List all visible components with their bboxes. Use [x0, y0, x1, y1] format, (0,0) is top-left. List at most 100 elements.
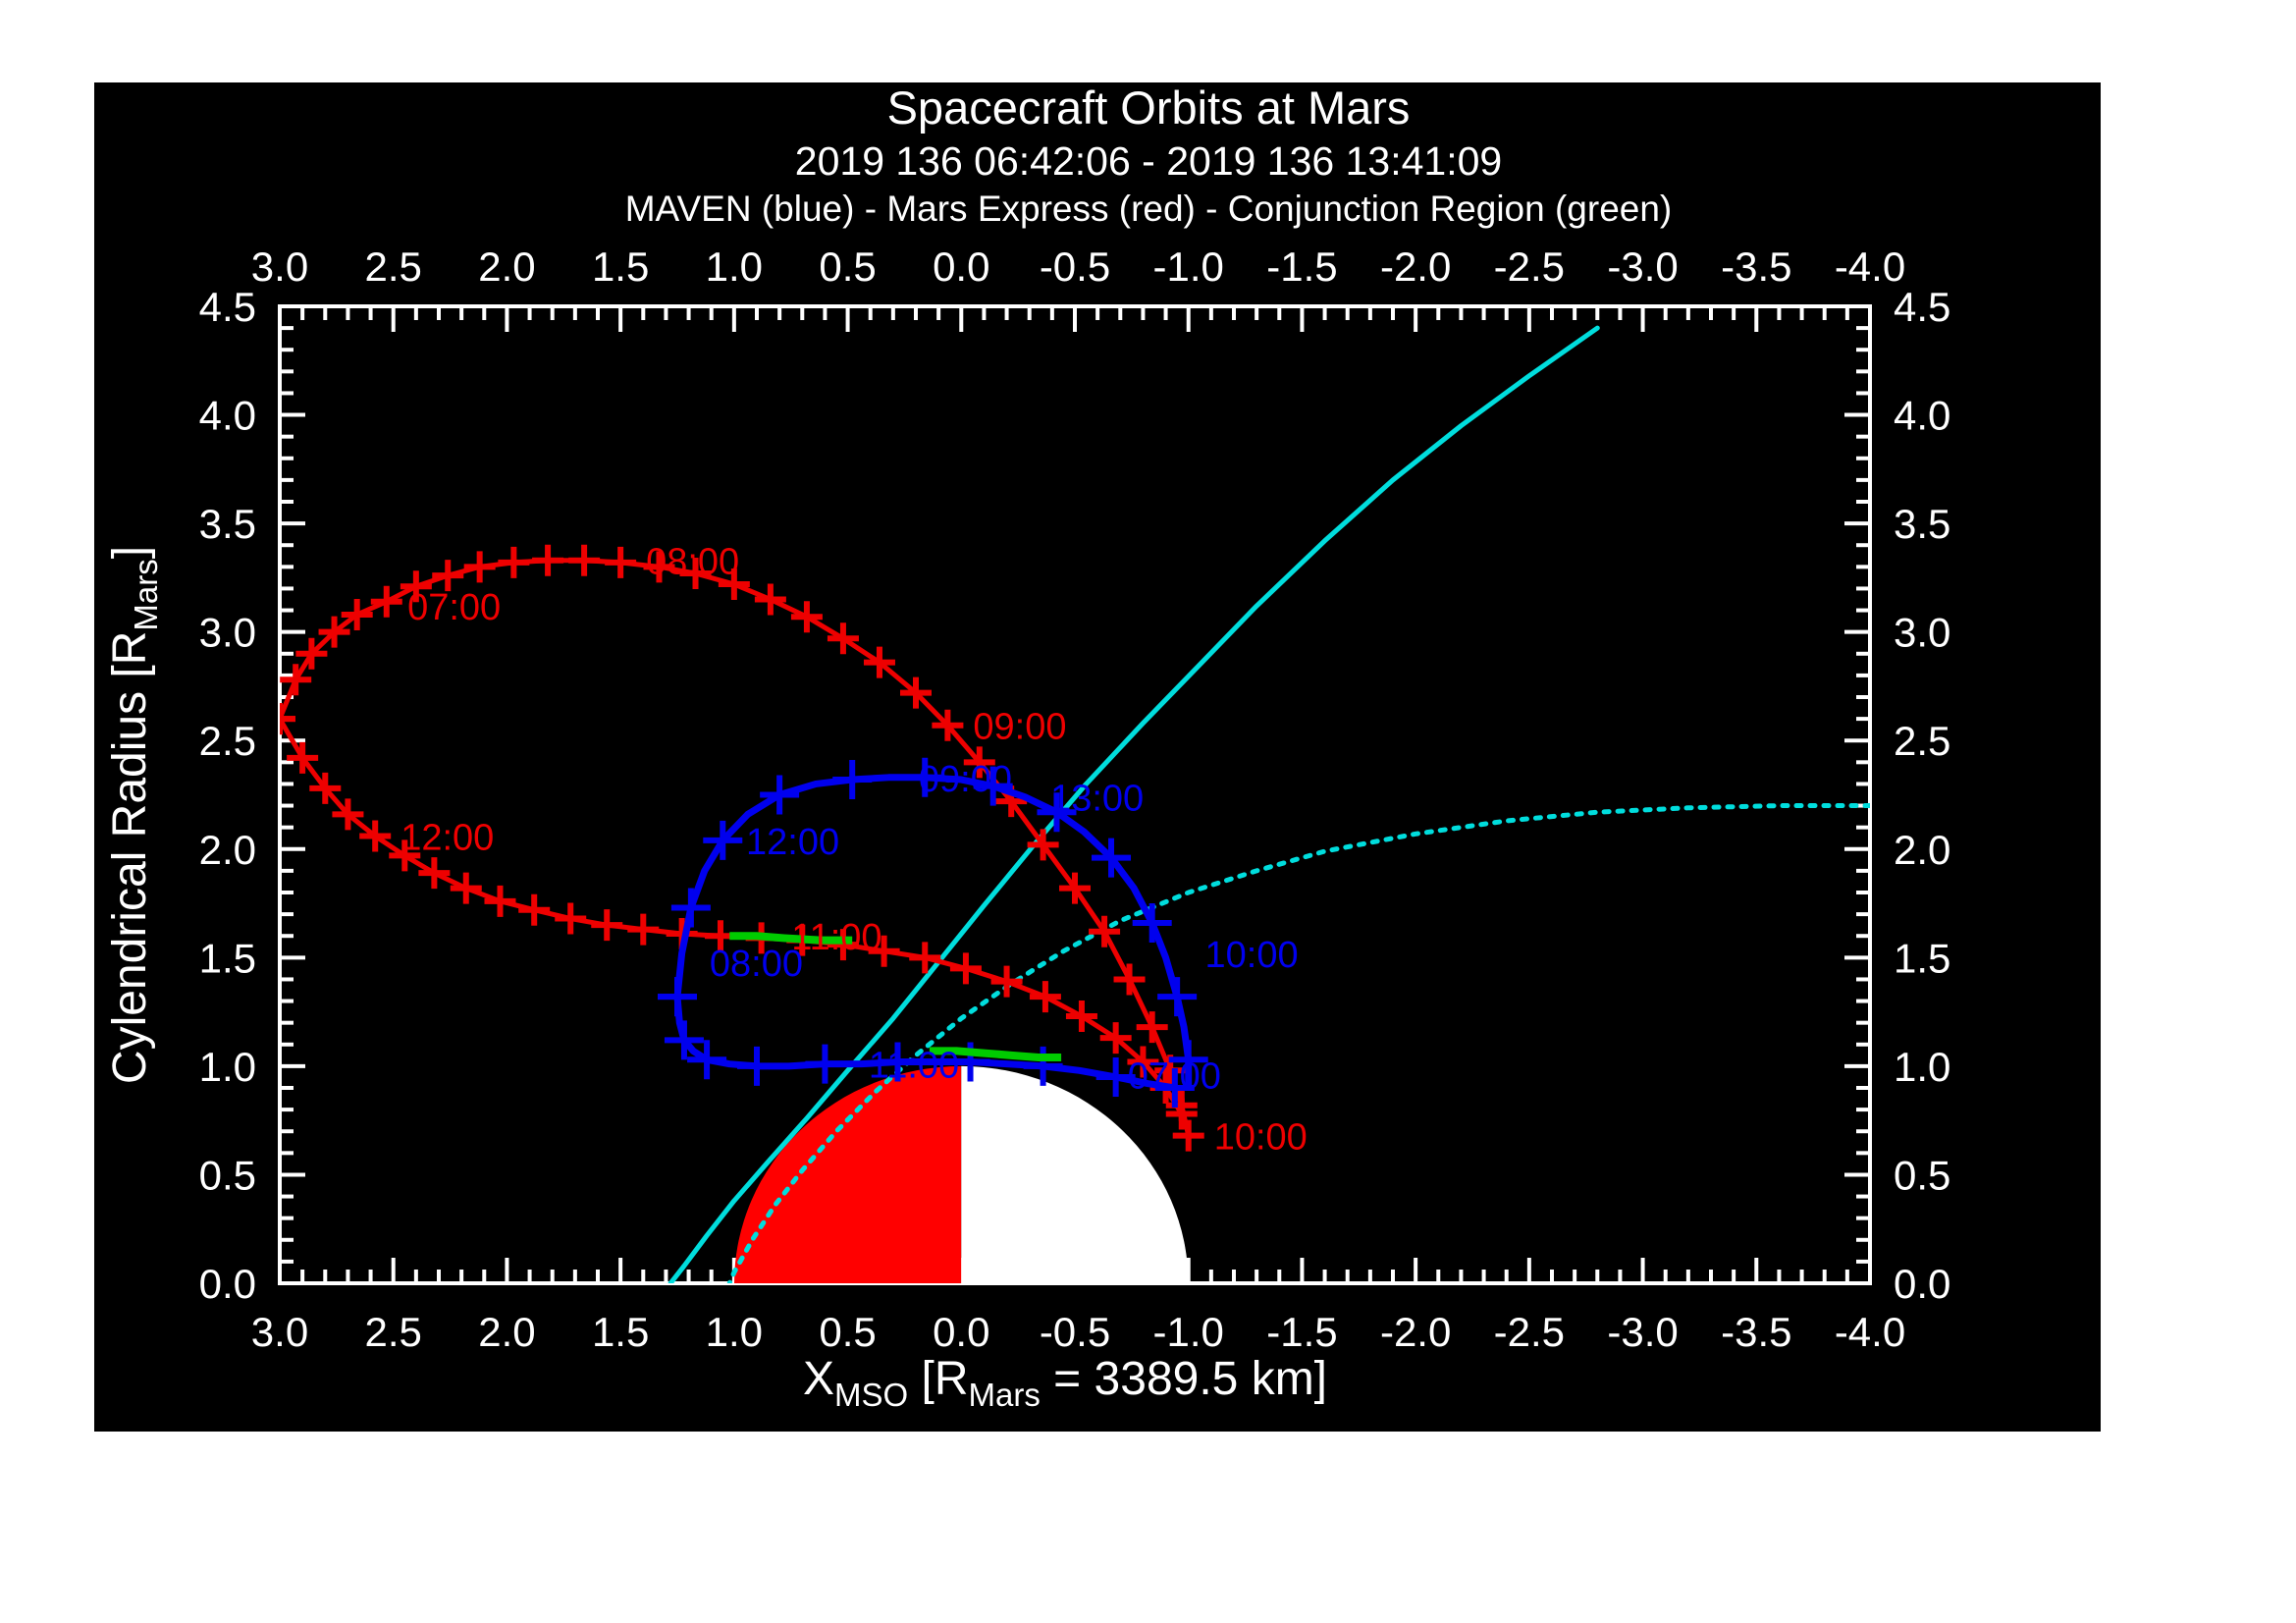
x-axis-tick-label: 2.0	[478, 1309, 535, 1355]
mars-express-track-2	[280, 717, 1184, 1115]
mars-dayside-half	[734, 1065, 962, 1283]
x-axis-tick-label: -4.0	[1835, 1309, 1905, 1355]
mars-express-hour-label: 08:00	[646, 542, 739, 583]
data-point-marker	[737, 1046, 776, 1086]
x-axis-tick-label: -1.0	[1153, 1309, 1224, 1355]
data-point-marker	[280, 703, 295, 735]
data-point-marker	[1027, 829, 1059, 861]
maven-hour-label: 13:00	[1050, 779, 1144, 820]
maven-orbit	[658, 757, 1208, 1108]
x-axis-tick-label-top: 3.0	[251, 243, 308, 290]
data-point-marker	[664, 1020, 704, 1060]
data-point-marker	[463, 551, 496, 583]
data-point-marker	[1059, 872, 1091, 904]
data-series-group	[280, 325, 1870, 1283]
data-point-marker	[905, 757, 945, 797]
mars-express-hour-label: 10:00	[1214, 1117, 1308, 1159]
data-point-marker	[400, 570, 432, 603]
data-point-marker	[341, 598, 373, 630]
y-axis-tick-label-right: 3.5	[1894, 501, 1950, 547]
y-axis-tick-label-right: 2.5	[1894, 718, 1950, 764]
x-axis-tick-label: -3.0	[1607, 1309, 1678, 1355]
y-axis-tick-label: 3.0	[199, 610, 256, 656]
plot-subtitle-timerange: 2019 136 06:42:06 - 2019 136 13:41:09	[795, 138, 1502, 184]
data-point-marker	[1023, 1046, 1063, 1086]
y-axis-tick-label: 4.0	[199, 393, 256, 439]
data-point-marker	[370, 585, 402, 618]
maven-hour-label: 07:00	[1128, 1056, 1221, 1098]
maven-hour-label: 11:00	[869, 1046, 959, 1087]
x-axis-tick-label-top: -1.5	[1266, 243, 1337, 290]
x-axis-tick-label: 0.0	[933, 1309, 989, 1355]
x-axis-tick-label: -0.5	[1040, 1309, 1110, 1355]
x-axis-title-unit: [R	[922, 1353, 969, 1405]
x-axis-tick-label: 1.5	[592, 1309, 649, 1355]
y-axis-title: Cylendrical Radius [RMars]	[104, 546, 164, 1084]
x-axis-tick-label-top: -3.0	[1607, 243, 1678, 290]
data-point-marker	[1154, 1068, 1195, 1108]
data-point-marker	[1165, 1098, 1198, 1130]
x-axis-tick-label-top: 2.5	[365, 243, 422, 290]
mars-express-hour-label: 12:00	[400, 818, 494, 859]
x-axis-title-main: X	[803, 1353, 834, 1405]
data-point-marker	[1065, 1001, 1097, 1033]
x-axis-tick-label-top: -1.0	[1153, 243, 1224, 290]
y-axis-tick-label-right: 0.5	[1894, 1152, 1950, 1198]
data-point-marker	[900, 676, 932, 709]
data-point-marker	[518, 893, 551, 926]
axis-tick-label-group: 3.0 3.0 2.5 2.5 2.0 2.0 1.5 1.5 1.0 1.0 0.5 0.5 0.0 0…	[199, 243, 1951, 1355]
y-axis-tick-label: 3.5	[199, 501, 256, 547]
data-point-marker	[332, 798, 364, 831]
data-point-marker	[658, 977, 697, 1017]
data-point-marker	[1168, 1040, 1208, 1080]
data-point-marker	[679, 557, 712, 589]
data-point-marker	[568, 544, 601, 576]
data-point-marker	[909, 942, 941, 974]
mars-express-hour-label: 07:00	[407, 587, 501, 628]
data-point-marker	[450, 872, 482, 904]
y-axis-tick-label-right: 4.0	[1894, 393, 1950, 439]
data-point-marker	[359, 820, 392, 852]
data-point-marker	[1113, 963, 1146, 996]
data-point-marker	[832, 760, 873, 800]
bow-shock-curve-path	[667, 325, 1600, 1283]
x-axis-tick-label: -2.0	[1380, 1309, 1451, 1355]
data-point-marker	[389, 839, 421, 872]
plot-legend-line: MAVEN (blue) - Mars Express (red) - Conj…	[625, 189, 1673, 229]
y-axis-tick-label: 0.5	[199, 1152, 256, 1198]
y-axis-tick-label: 1.5	[199, 935, 256, 981]
maven-track-2	[673, 996, 1176, 1092]
data-point-marker	[805, 1044, 845, 1084]
mars-express-hour-label: 09:00	[973, 707, 1066, 748]
data-point-marker	[878, 1042, 918, 1082]
data-point-marker	[484, 885, 516, 917]
data-point-marker	[760, 775, 800, 815]
y-axis-tick-label-right: 2.0	[1894, 827, 1950, 873]
y-axis-tick-label: 2.0	[199, 827, 256, 873]
data-point-marker	[309, 772, 342, 804]
maven-hour-label: 12:00	[746, 822, 839, 863]
x-axis-tick-label: 1.0	[706, 1309, 763, 1355]
data-point-marker	[1157, 977, 1198, 1017]
x-axis-tick-label-top: 1.0	[706, 243, 763, 290]
data-point-marker	[1092, 838, 1132, 878]
x-axis-tick-label-top: -2.0	[1380, 243, 1451, 290]
data-point-marker	[790, 601, 823, 633]
x-axis-tick-label-top: -2.5	[1494, 243, 1565, 290]
data-point-marker	[1127, 1046, 1159, 1078]
mars-nightside-half	[961, 1065, 1189, 1283]
data-point-marker	[591, 909, 623, 942]
mars-express-orbit	[280, 544, 1204, 1152]
data-point-marker	[949, 952, 982, 985]
data-point-marker	[295, 637, 328, 670]
conjunction-region-segment	[729, 932, 853, 945]
maven-hour-label: 10:00	[1205, 935, 1299, 976]
data-point-marker	[670, 888, 711, 928]
data-point-marker	[280, 664, 312, 696]
x-axis-tick-label: -2.5	[1494, 1309, 1565, 1355]
data-point-marker	[827, 929, 859, 961]
y-axis-tick-label-right: 1.0	[1894, 1044, 1950, 1090]
y-axis-tick-label: 4.5	[199, 284, 256, 330]
data-point-marker	[1095, 1056, 1136, 1097]
data-point-marker	[627, 913, 660, 946]
